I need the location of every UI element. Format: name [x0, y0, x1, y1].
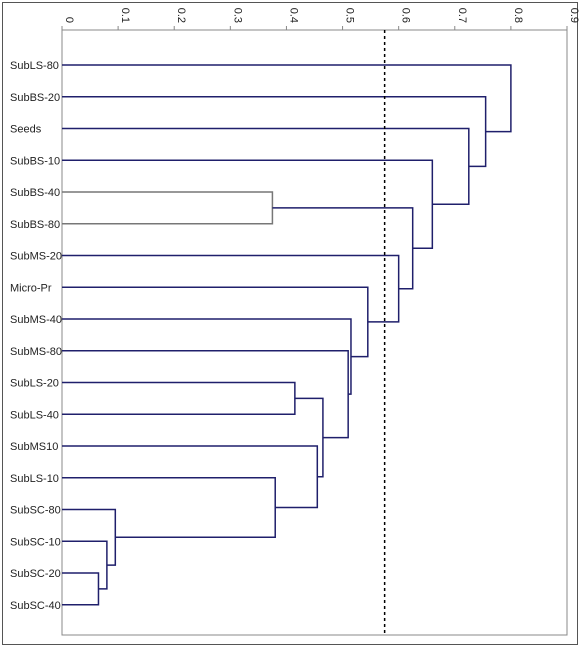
x-tick-label: 0.5	[344, 8, 356, 23]
x-tick-label: 0.1	[119, 8, 131, 23]
leaf-label: SubMS-20	[10, 251, 62, 263]
leaf-label: SubSC-40	[10, 600, 61, 612]
dendrogram-link	[62, 477, 276, 539]
leaf-label: SubMS10	[10, 441, 58, 453]
dendrogram-link	[62, 64, 512, 133]
dendrogram-link	[272, 207, 414, 290]
dendrogram-link	[62, 381, 296, 415]
dendrogram-link	[62, 540, 108, 590]
x-tick-label: 0.9	[568, 8, 580, 23]
leaf-label: SubBS-10	[10, 155, 60, 167]
x-tick-label: 0.6	[400, 8, 412, 23]
dendrogram-link	[62, 159, 434, 250]
dendrogram-link	[62, 96, 487, 168]
leaf-label: SubSC-80	[10, 505, 61, 517]
dendrogram-link	[62, 350, 349, 439]
dendrogram-link	[62, 254, 400, 323]
x-tick-label: 0.8	[512, 8, 524, 23]
x-tick-label: 0.3	[231, 8, 243, 23]
leaf-label: SubBS-40	[10, 187, 60, 199]
dendrogram-link	[62, 286, 369, 358]
x-tick-label: 0.2	[175, 8, 187, 23]
x-tick-label: 0.7	[456, 8, 468, 23]
leaf-label: SubSC-20	[10, 568, 61, 580]
leaf-label: SubMS-80	[10, 346, 62, 358]
dendrogram-link	[62, 318, 352, 395]
x-tick-label: 0.4	[287, 8, 299, 23]
dendrogram-link	[62, 127, 470, 206]
leaf-label: Seeds	[10, 124, 42, 136]
leaf-label: SubSC-10	[10, 536, 61, 548]
plot-area	[61, 29, 568, 636]
dendrogram-link	[294, 397, 324, 478]
dendrogram-link	[62, 191, 274, 225]
leaf-label: Micro-Pr	[10, 282, 52, 294]
leaf-label: SubMS-40	[10, 314, 62, 326]
x-tick-label: 0	[63, 17, 75, 23]
leaf-label: SubLS-20	[10, 378, 59, 390]
dendrogram-link	[62, 445, 319, 509]
leaf-label: SubBS-20	[10, 92, 60, 104]
leaf-label: SubLS-80	[10, 60, 59, 72]
leaf-label: SubLS-10	[10, 473, 59, 485]
leaf-label: SubLS-40	[10, 409, 59, 421]
leaf-label: SubBS-80	[10, 219, 60, 231]
dendrogram-link	[62, 572, 100, 606]
